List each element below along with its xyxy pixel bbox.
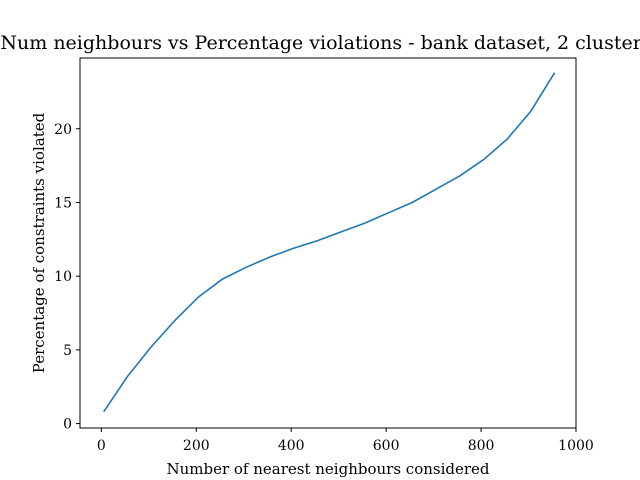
y-tick-label: 15 [54, 195, 72, 211]
x-tick-label: 0 [97, 438, 106, 454]
x-tick-label: 600 [373, 438, 400, 454]
y-axis-label: Percentage of constraints violated [30, 112, 48, 373]
y-tick-label: 10 [54, 269, 72, 285]
x-tick-label: 400 [278, 438, 305, 454]
x-tick-label: 800 [468, 438, 495, 454]
x-axis-label: Number of nearest neighbours considered [166, 460, 489, 478]
x-axis: 0 200 400 600 800 1000 [97, 428, 594, 454]
plot-area [79, 57, 577, 429]
x-tick-label: 200 [183, 438, 210, 454]
series-group [103, 72, 556, 413]
y-tick-label: 5 [63, 343, 72, 359]
y-axis: 0 5 10 15 20 [54, 122, 80, 433]
chart-title: Num neighbours vs Percentage violations … [0, 32, 640, 54]
series-line [103, 72, 556, 413]
y-tick-label: 0 [63, 417, 72, 433]
plot-frame [79, 57, 577, 429]
x-tick-label: 1000 [558, 438, 594, 454]
y-tick-label: 20 [54, 122, 72, 138]
